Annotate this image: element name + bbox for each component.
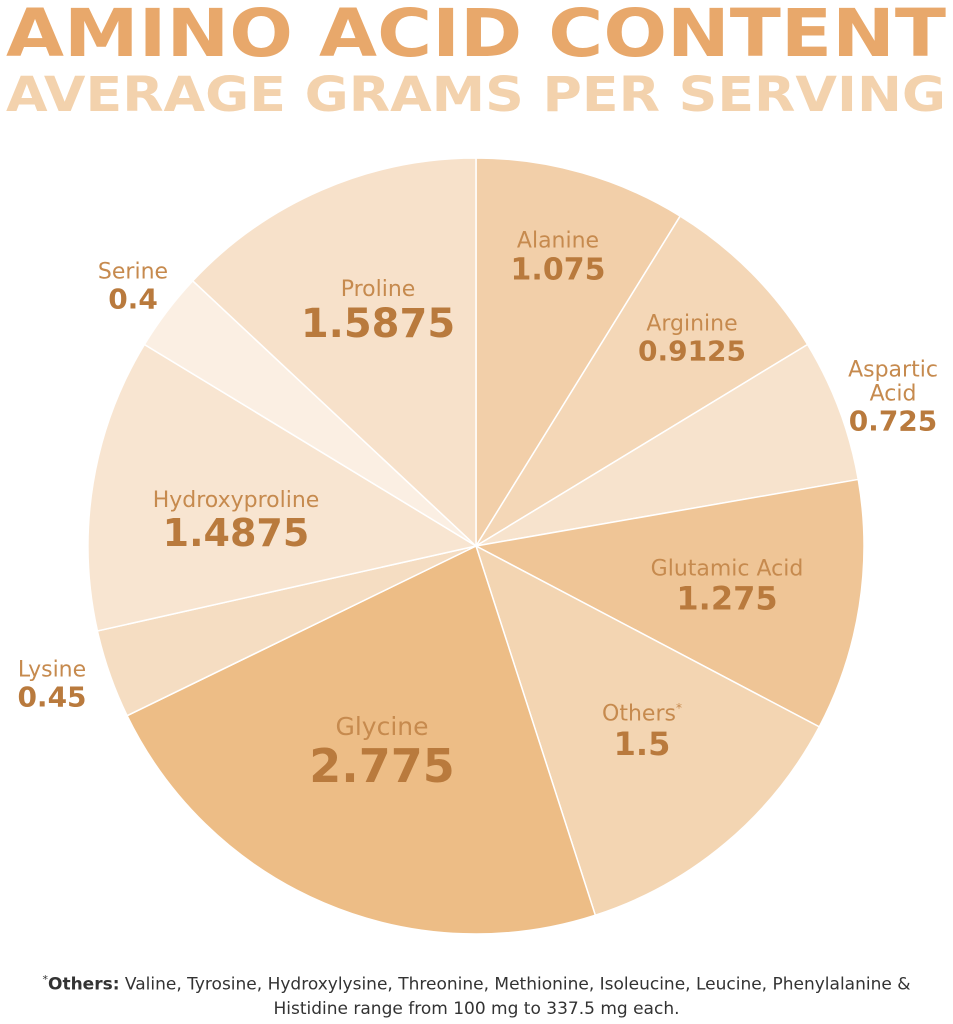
category-label: Glycine	[309, 713, 455, 741]
value-label: 2.775	[309, 738, 455, 793]
value-label: 0.725	[848, 404, 938, 438]
value-label: 0.9125	[637, 334, 747, 368]
footnote-text: Valine, Tyrosine, Hydroxylysine, Threoni…	[124, 974, 911, 1020]
category-text: Aspartic Acid	[848, 357, 938, 407]
value-label: 1.4875	[162, 511, 310, 556]
category-label: Proline	[301, 276, 455, 302]
category-text: Lysine	[17, 657, 87, 683]
footnote-marker: *	[42, 973, 49, 986]
pie	[87, 157, 865, 935]
slice	[475, 157, 682, 549]
category-text: Glutamic Acid	[650, 556, 804, 582]
slice-label: Others* 1.5	[602, 702, 682, 762]
slice-label: Glycine 2.775	[309, 713, 455, 791]
slice	[126, 544, 597, 935]
slice-label: Proline 1.5875	[300, 276, 456, 348]
category-label: Arginine	[638, 311, 746, 337]
chart: AMINO ACID CONTENT AVERAGE GRAMS PER SER…	[6, 0, 946, 935]
category-label: Glutamic Acid	[651, 557, 804, 581]
slice-label: Arginine 0.9125	[637, 311, 747, 368]
value-label: 0.4	[108, 282, 158, 316]
slice-label: Aspartic Acid 0.725	[838, 358, 948, 437]
chart-subtitle: AVERAGE GRAMS PER SERVING	[6, 67, 946, 123]
footnote-marker: *	[675, 701, 682, 716]
slice-label: Lysine 0.45	[17, 657, 87, 714]
slice-label: Alanine 1.075	[510, 229, 606, 288]
value-label: 1.5	[613, 724, 671, 763]
value-label: 1.075	[510, 252, 606, 288]
slice-label: Glutamic Acid 1.275	[651, 557, 804, 616]
slice	[474, 544, 821, 917]
value-label: 1.5875	[300, 301, 456, 348]
slice	[475, 215, 809, 547]
category-text: Arginine	[646, 311, 738, 337]
category-label: Hydroxyproline	[152, 488, 320, 514]
category-text: Glycine	[335, 711, 429, 741]
slice-label: Hydroxyproline 1.4875	[152, 488, 320, 556]
category-label: Alanine	[511, 229, 606, 253]
category-label: Others*	[602, 702, 682, 727]
category-text: Others	[602, 701, 676, 727]
value-label: 0.45	[17, 680, 87, 714]
value-label: 1.275	[676, 579, 778, 618]
category-label: Serine	[97, 259, 169, 285]
category-text: Alanine	[516, 228, 600, 254]
category-label: Aspartic Acid	[838, 358, 948, 406]
slice-label: Serine 0.4	[97, 259, 169, 316]
slice	[87, 343, 478, 632]
slice	[473, 478, 865, 728]
footnote: *Others: Valine, Tyrosine, Hydroxylysine…	[40, 972, 913, 1022]
category-text: Serine	[97, 259, 169, 285]
footnote-label: Others:	[48, 974, 120, 995]
chart-title: AMINO ACID CONTENT	[6, 0, 946, 72]
category-label: Lysine	[17, 657, 87, 683]
category-text: Hydroxyproline	[152, 488, 320, 514]
category-text: Proline	[340, 276, 416, 302]
slice	[191, 157, 477, 548]
